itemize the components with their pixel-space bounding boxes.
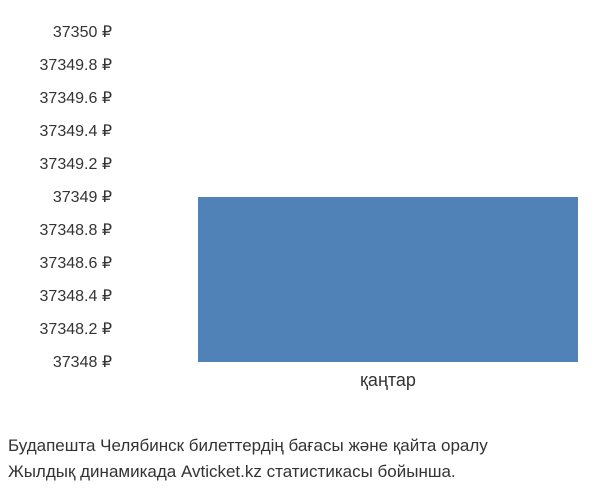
y-tick-label: 37349.8 ₽	[40, 55, 112, 75]
y-tick-label: 37349.2 ₽	[40, 154, 112, 174]
bar	[198, 197, 578, 362]
y-tick-label: 37348.8 ₽	[40, 220, 112, 240]
y-tick-label: 37348 ₽	[53, 352, 112, 372]
y-tick-label: 37350 ₽	[53, 22, 112, 42]
y-tick-label: 37348.4 ₽	[40, 286, 112, 306]
plot-area: 37348 ₽37348.2 ₽37348.4 ₽37348.6 ₽37348.…	[120, 32, 588, 362]
caption-line-2: Жылдық динамикада Avticket.kz статистика…	[8, 462, 456, 482]
y-tick-label: 37348.6 ₽	[40, 253, 112, 273]
x-tick-label: қаңтар	[360, 370, 416, 391]
y-tick-label: 37349 ₽	[53, 187, 112, 207]
y-tick-label: 37349.4 ₽	[40, 121, 112, 141]
caption-line-1: Будапешта Челябинск билеттердің бағасы ж…	[8, 436, 488, 456]
chart-container: 37348 ₽ 37348.2 ₽ 37348.4 ₽ 37348.6 ₽ 37348.…	[0, 0, 600, 500]
y-tick-label: 37349.6 ₽	[40, 88, 112, 108]
y-tick-label: 37348.2 ₽	[40, 319, 112, 339]
